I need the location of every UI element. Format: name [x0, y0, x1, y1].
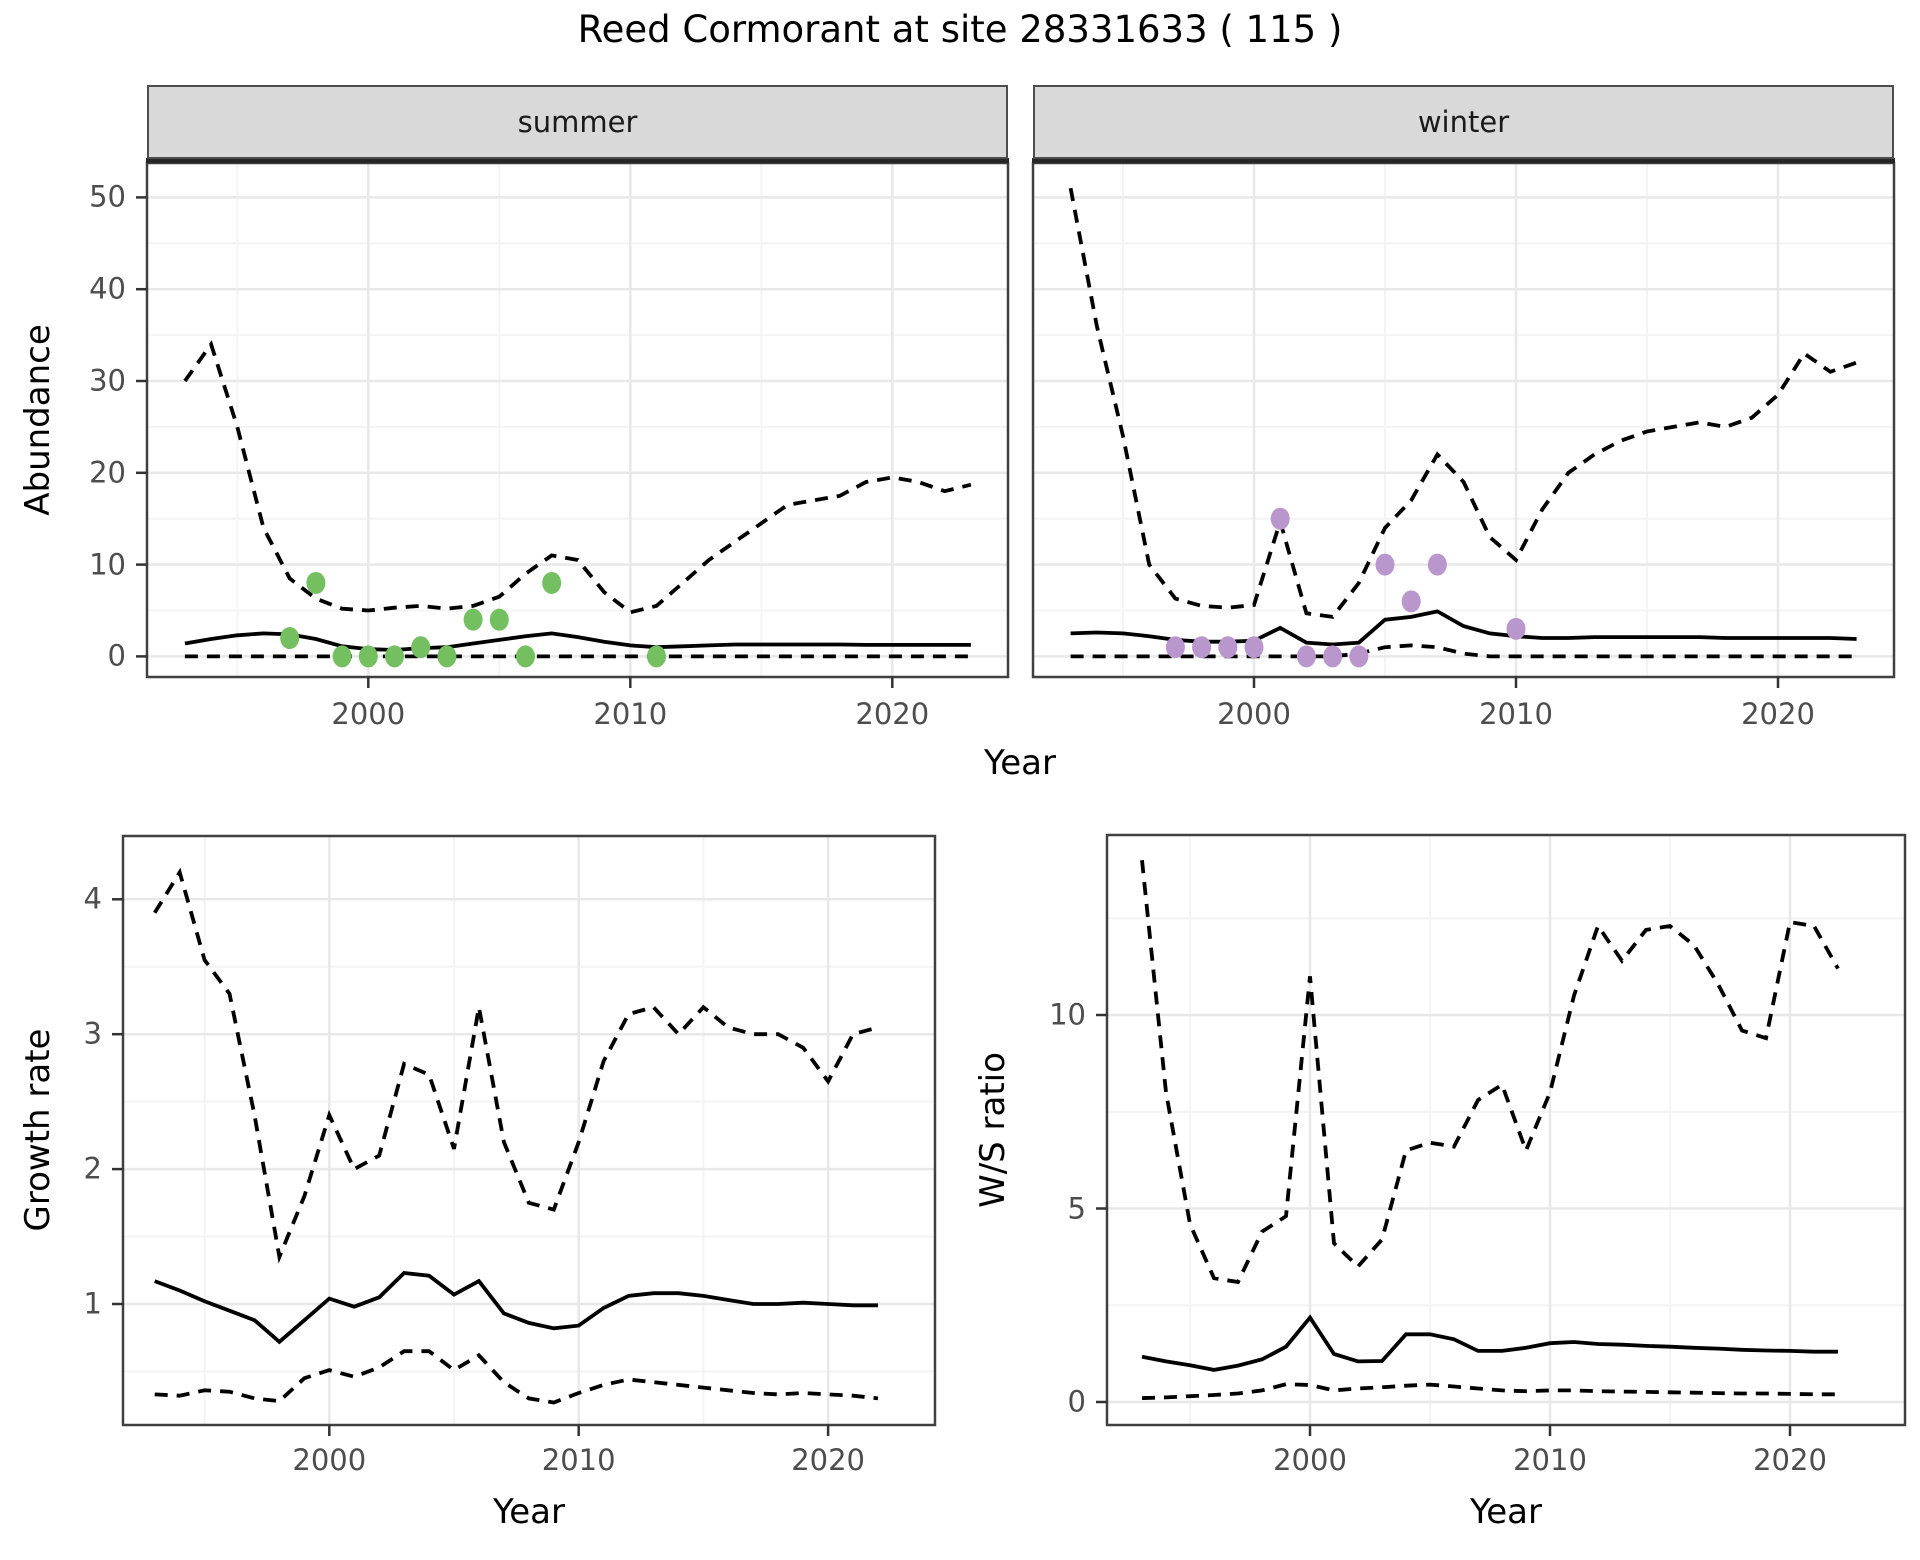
- x-tick-label: 2020: [791, 1443, 865, 1477]
- panel-background: [1107, 835, 1905, 1425]
- panel-abundance-winter: [1031, 158, 1896, 688]
- series-upper-ci: [183, 340, 972, 615]
- panel-background: [1033, 163, 1894, 677]
- series-upper-ci: [1140, 860, 1840, 1285]
- data-point: [647, 645, 666, 668]
- x-tick-label: 2010: [1479, 697, 1553, 731]
- x-tick-label: 2000: [331, 697, 406, 731]
- data-point: [516, 645, 535, 668]
- facet-strip-summer: [147, 85, 1008, 159]
- facet-strip-winter: [1033, 85, 1894, 159]
- data-point: [1165, 636, 1185, 659]
- chart-title: Reed Cormorant at site 28331633 ( 115 ): [577, 8, 1343, 51]
- series-lower-ci: [1141, 1382, 1838, 1400]
- y-tick-label: 50: [89, 179, 126, 214]
- x-tick-label: 2010: [593, 697, 668, 731]
- panel-growth-rate: [112, 834, 937, 1436]
- facet-strip-label-summer: summer: [517, 105, 638, 139]
- y-tick-label: 1: [83, 1286, 102, 1321]
- data-point: [1218, 636, 1238, 659]
- series-median: [184, 631, 971, 652]
- data-point: [1323, 645, 1343, 668]
- data-point: [306, 571, 326, 594]
- y-axis-title-growth: Growth rate: [18, 1028, 58, 1232]
- y-tick-label: 0: [107, 638, 126, 673]
- data-point: [489, 608, 509, 631]
- y-tick-label: 10: [89, 547, 126, 582]
- y-tick-label: 5: [1067, 1191, 1086, 1225]
- data-point: [1244, 636, 1264, 659]
- panel-abundance-summer: [136, 158, 1010, 688]
- x-axis-title-top: Year: [984, 743, 1056, 783]
- facet-strip-label-winter: winter: [1417, 105, 1510, 139]
- x-tick-label: 2000: [1273, 1443, 1347, 1477]
- data-point: [1375, 553, 1395, 576]
- panel-background: [123, 836, 935, 1425]
- x-tick-label: 2020: [1741, 697, 1815, 731]
- x-tick-label: 2010: [541, 1443, 616, 1477]
- series-lower-ci: [154, 1349, 879, 1405]
- data-point: [1349, 645, 1369, 668]
- x-tick-label: 2020: [855, 697, 930, 731]
- data-point: [1296, 645, 1316, 668]
- data-point: [1192, 636, 1212, 659]
- y-tick-label: 4: [83, 881, 102, 916]
- y-tick-label: 3: [83, 1016, 102, 1051]
- data-point: [463, 608, 483, 631]
- x-axis-title-bottom-right: Year: [1470, 1492, 1542, 1532]
- panel-border: [121, 834, 937, 1427]
- data-point: [358, 645, 378, 668]
- data-point: [1270, 507, 1290, 530]
- x-axis-title-bottom-left: Year: [493, 1492, 565, 1532]
- y-tick-label: 30: [89, 363, 126, 398]
- data-point: [542, 571, 562, 594]
- data-point: [332, 645, 352, 668]
- y-axis-title-abundance: Abundance: [18, 324, 58, 516]
- x-tick-label: 2000: [1217, 697, 1291, 731]
- y-tick-label: 0: [1067, 1384, 1086, 1419]
- series-upper-ci: [153, 867, 879, 1264]
- data-point: [280, 627, 300, 650]
- data-point: [411, 636, 431, 659]
- y-tick-label: 40: [89, 271, 126, 306]
- series-upper-ci: [1068, 187, 1858, 619]
- y-tick-label: 2: [83, 1151, 102, 1186]
- panel-background: [147, 163, 1008, 677]
- data-point: [385, 645, 404, 668]
- x-tick-label: 2000: [292, 1443, 367, 1477]
- panel-ws-ratio: [1096, 833, 1907, 1436]
- series-median: [1141, 1314, 1838, 1372]
- panel-border: [1105, 833, 1907, 1427]
- data-point: [1427, 553, 1447, 576]
- series-median: [154, 1271, 878, 1345]
- y-tick-label: 20: [89, 455, 126, 490]
- data-point: [1401, 590, 1421, 613]
- data-point: [1506, 617, 1526, 640]
- x-tick-label: 2020: [1753, 1443, 1827, 1477]
- y-tick-label: 10: [1049, 997, 1086, 1032]
- data-point: [437, 645, 457, 668]
- x-tick-label: 2010: [1513, 1443, 1587, 1477]
- y-axis-title-ws: W/S ratio: [973, 1052, 1013, 1208]
